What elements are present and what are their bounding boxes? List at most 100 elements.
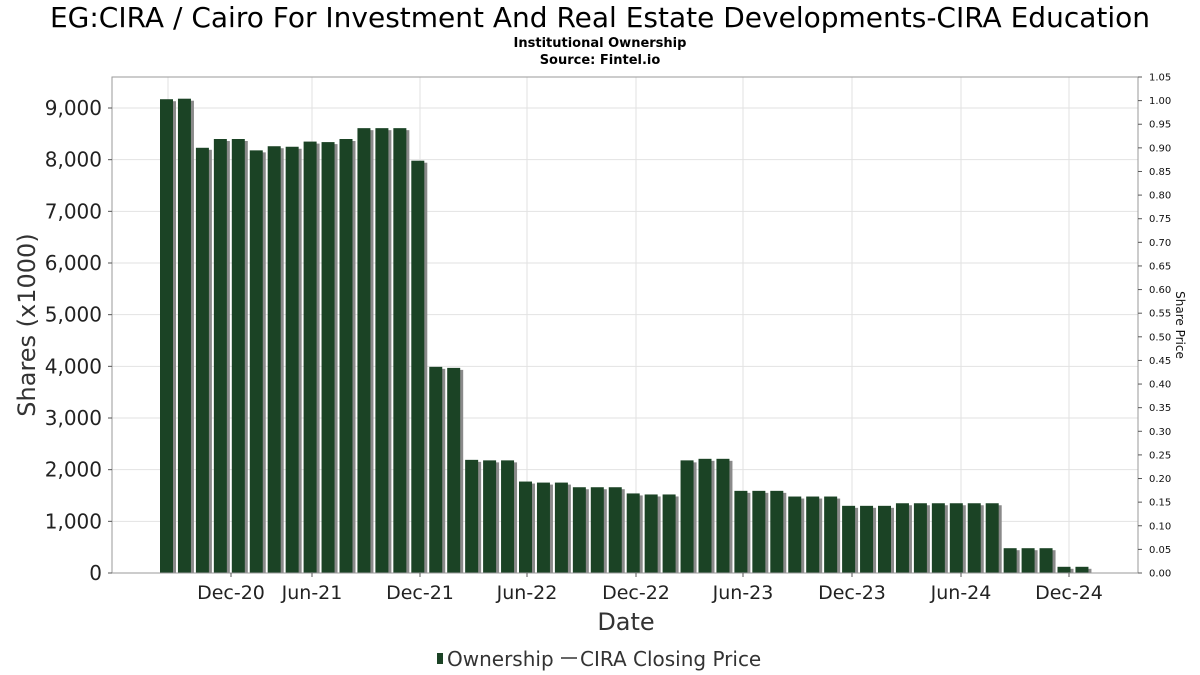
chart-title: EG:CIRA / Cairo For Investment And Real … [50, 1, 1150, 34]
y2-tick-label: 0.70 [1149, 238, 1171, 249]
grid-lines [112, 77, 1138, 574]
y-tick-label: 1,000 [45, 509, 102, 533]
ownership-bar [195, 147, 209, 574]
ownership-bar [913, 503, 927, 573]
ownership-bar [447, 367, 461, 573]
ownership-bar [465, 459, 479, 573]
ownership-bar [231, 139, 245, 573]
ownership-bar [644, 494, 658, 573]
legend-ownership-swatch [437, 653, 443, 664]
ownership-bar [1075, 566, 1089, 573]
ownership-bar [824, 496, 838, 573]
ownership-bar [213, 139, 227, 573]
y2-tick-label: 0.45 [1149, 356, 1171, 367]
ownership-bar [734, 490, 748, 573]
ownership-bar [716, 458, 730, 573]
ownership-bar [895, 503, 909, 573]
x-tick-label: Jun-23 [712, 582, 774, 604]
x-tick-label: Dec-23 [818, 582, 886, 604]
y2-tick-label: 0.90 [1149, 143, 1171, 154]
ownership-bar [267, 146, 281, 573]
ownership-bar [339, 139, 353, 573]
ownership-bar [608, 487, 622, 573]
ownership-bar [949, 503, 963, 573]
ownership-bar [842, 505, 856, 573]
y2-tick-label: 1.00 [1149, 96, 1171, 107]
y2-tick-label: 0.25 [1149, 450, 1171, 461]
ownership-bar [285, 146, 299, 573]
y2-tick-label: 0.65 [1149, 261, 1171, 272]
y2-tick-label: 0.10 [1149, 521, 1171, 532]
plot-frame [111, 76, 1139, 574]
ownership-bar [967, 503, 981, 573]
y2-tick-label: 0.50 [1149, 332, 1171, 343]
ownership-bar [1039, 548, 1053, 573]
ownership-bar [662, 494, 676, 573]
ownership-bar [303, 141, 317, 574]
y2-tick-label: 0.95 [1149, 120, 1171, 131]
ownership-bar [626, 493, 640, 573]
y-tick-label: 6,000 [45, 251, 102, 275]
y2-tick-label: 0.75 [1149, 214, 1171, 225]
y2-axis-label: Share Price [1173, 291, 1187, 359]
ownership-bar [177, 98, 191, 573]
y-axis-ticks: 0 1,000 2,000 3,000 4,000 5,000 6,000 7,000 8,00… [45, 96, 112, 585]
y-tick-label: 3,000 [45, 406, 102, 430]
y2-tick-label: 0.05 [1149, 545, 1171, 556]
ownership-bar [357, 128, 371, 573]
ownership-bar [788, 496, 802, 573]
ownership-bar [931, 503, 945, 573]
y2-tick-label: 0.30 [1149, 427, 1171, 438]
x-tick-label: Jun-24 [930, 582, 992, 604]
ownership-bar [572, 487, 586, 573]
ownership-bar [536, 482, 550, 573]
y-tick-label: 8,000 [45, 148, 102, 172]
ownership-bar [698, 458, 712, 573]
y2-axis-ticks: 0.00 0.05 0.10 0.15 0.20 0.25 0.30 0.35 0.40 0.45… [1138, 73, 1171, 580]
y-axis-label: Shares (x1000) [13, 233, 41, 416]
legend-ownership-label: Ownership [447, 647, 554, 671]
ownership-bar [483, 460, 497, 573]
ownership-bar [519, 481, 532, 573]
ownership-bar [554, 482, 568, 573]
y-tick-label: 5,000 [45, 303, 102, 327]
y2-tick-label: 1.05 [1149, 73, 1171, 84]
ownership-bar [501, 460, 515, 573]
x-tick-label: Jun-21 [281, 582, 343, 604]
y-tick-label: 2,000 [45, 458, 102, 482]
ownership-bar [160, 99, 173, 573]
ownership-bar [985, 503, 999, 573]
ownership-bar [770, 490, 784, 573]
ownership-bar [806, 496, 820, 573]
y2-tick-label: 0.40 [1149, 380, 1171, 391]
y-tick-label: 9,000 [45, 96, 102, 120]
x-tick-label: Dec-24 [1035, 582, 1103, 604]
y-tick-label: 0 [89, 561, 102, 585]
y2-tick-label: 0.20 [1149, 474, 1171, 485]
ownership-bar [411, 160, 425, 573]
ownership-bar [590, 487, 604, 573]
bars [160, 98, 1092, 574]
legend-price-label: CIRA Closing Price [580, 647, 761, 671]
x-tick-label: Dec-22 [602, 582, 670, 604]
x-tick-label: Jun-22 [496, 582, 558, 604]
legend: Ownership CIRA Closing Price [437, 647, 761, 671]
y2-tick-label: 0.60 [1149, 285, 1171, 296]
ownership-bar [680, 460, 694, 573]
y2-tick-label: 0.80 [1149, 191, 1171, 202]
y-tick-label: 4,000 [45, 354, 102, 378]
ownership-bar [393, 128, 407, 573]
ownership-bar [878, 505, 891, 573]
chart-source: Source: Fintel.io [540, 53, 661, 68]
ownership-bar [249, 150, 263, 573]
y2-tick-label: 0.15 [1149, 498, 1171, 509]
ownership-bar [752, 490, 766, 573]
ownership-bar [429, 366, 443, 573]
y2-tick-label: 0.00 [1149, 569, 1171, 580]
x-axis-label: Date [597, 608, 654, 636]
ownership-bar [1057, 566, 1071, 573]
y-tick-label: 7,000 [45, 199, 102, 223]
ownership-bar [321, 142, 335, 573]
x-tick-label: Dec-20 [197, 582, 265, 604]
y2-tick-label: 0.85 [1149, 167, 1171, 178]
